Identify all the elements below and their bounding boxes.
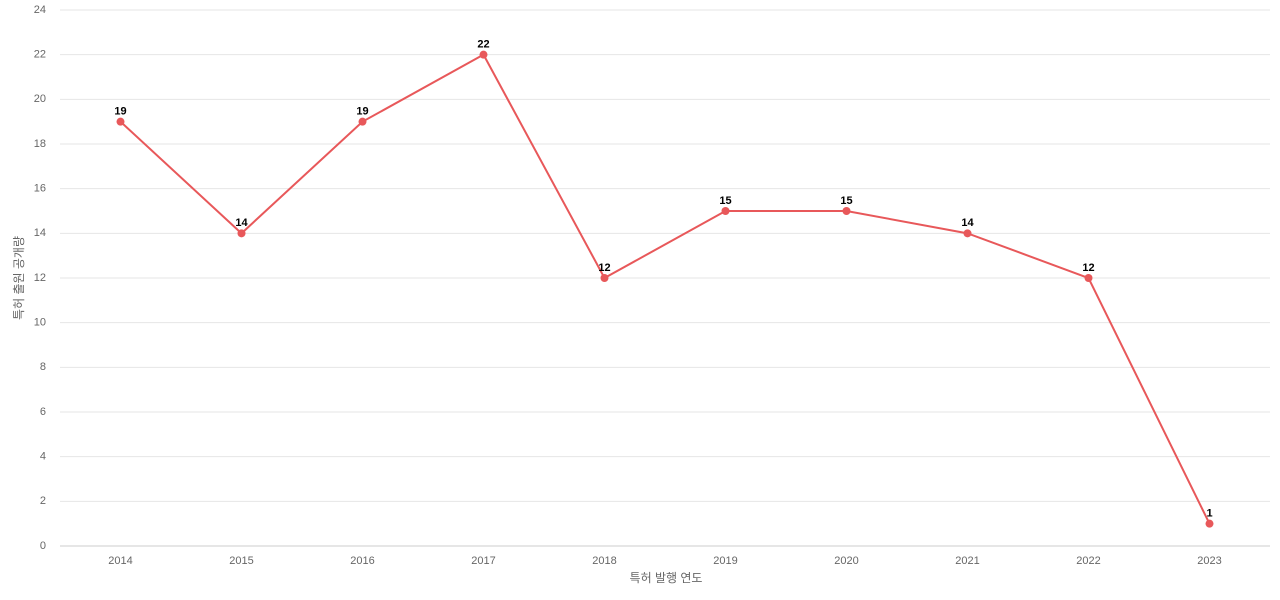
x-axis-title: 특허 발행 연도	[630, 570, 703, 585]
y-tick-label: 0	[40, 540, 46, 552]
y-tick-label: 22	[34, 49, 46, 61]
x-tick-label: 2016	[350, 555, 374, 567]
x-tick-label: 2021	[955, 555, 979, 567]
y-tick-label: 8	[40, 361, 46, 373]
point	[1084, 274, 1093, 282]
x-tick-label: 2020	[834, 555, 858, 567]
point	[1205, 519, 1214, 528]
value-label: 14	[961, 217, 974, 229]
y-tick-label: 14	[34, 227, 46, 239]
point	[842, 207, 851, 215]
x-tick-label: 2023	[1197, 555, 1221, 567]
point	[963, 229, 972, 238]
y-tick-label: 10	[34, 317, 46, 329]
x-tick-label: 2015	[229, 555, 253, 567]
x-tick-label: 2017	[471, 555, 495, 567]
point	[116, 117, 125, 126]
line	[119, 53, 1211, 525]
y-axis-title: 특허 출원 공개량	[12, 236, 26, 320]
value-label: 1	[1206, 508, 1212, 520]
point	[721, 207, 730, 215]
x-tick-label: 2018	[592, 555, 616, 567]
x-tick-label: 2022	[1076, 555, 1100, 567]
y-tick-label: 4	[40, 451, 46, 463]
value-label: 19	[356, 106, 368, 118]
value-label: 19	[114, 106, 126, 118]
point	[358, 117, 367, 126]
x-tick-label: 2014	[108, 555, 132, 567]
y-tick-label: 20	[34, 93, 46, 105]
y-tick-label: 16	[34, 183, 46, 195]
value-label: 12	[598, 262, 610, 274]
y-tick-label: 2	[40, 495, 46, 507]
y-tick-label: 18	[34, 138, 46, 150]
point	[237, 229, 246, 238]
value-label: 14	[235, 217, 248, 229]
value-label: 12	[1082, 262, 1094, 274]
point	[479, 50, 488, 59]
x-tick-label: 2019	[713, 555, 737, 567]
y-tick-label: 12	[34, 272, 46, 284]
y-tick-label: 24	[34, 4, 46, 16]
value-label: 15	[840, 195, 852, 207]
y-tick-label: 6	[40, 406, 46, 418]
value-label: 22	[477, 39, 489, 51]
value-label: 15	[719, 195, 731, 207]
point	[600, 274, 609, 282]
